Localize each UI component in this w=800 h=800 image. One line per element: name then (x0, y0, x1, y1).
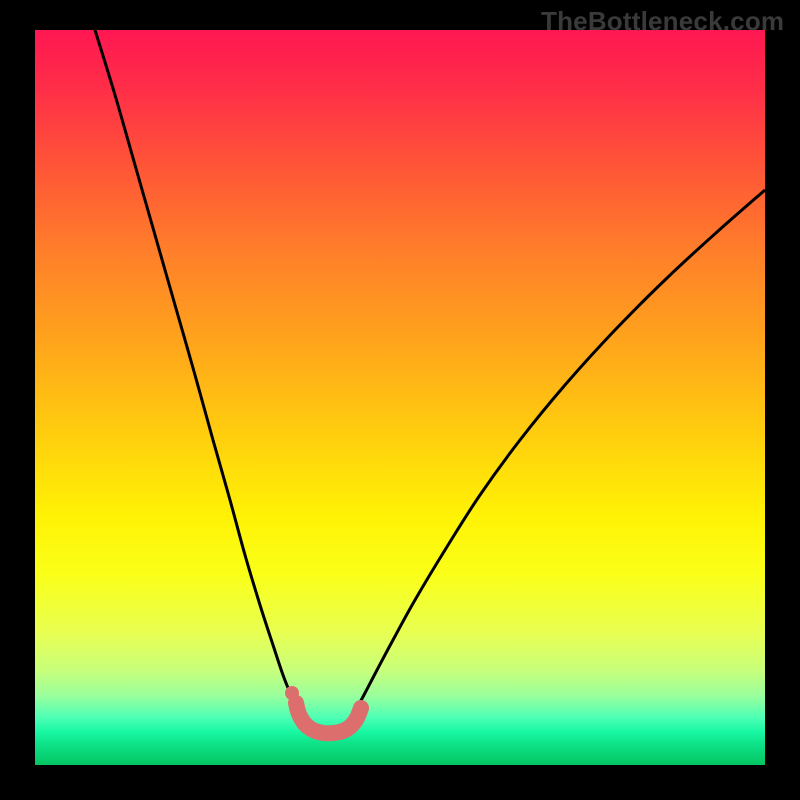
gradient-background (35, 30, 765, 765)
watermark-text: TheBottleneck.com (541, 6, 784, 37)
chart-svg (35, 30, 765, 765)
trough-marker (285, 686, 299, 700)
chart-plot-area (35, 30, 765, 765)
